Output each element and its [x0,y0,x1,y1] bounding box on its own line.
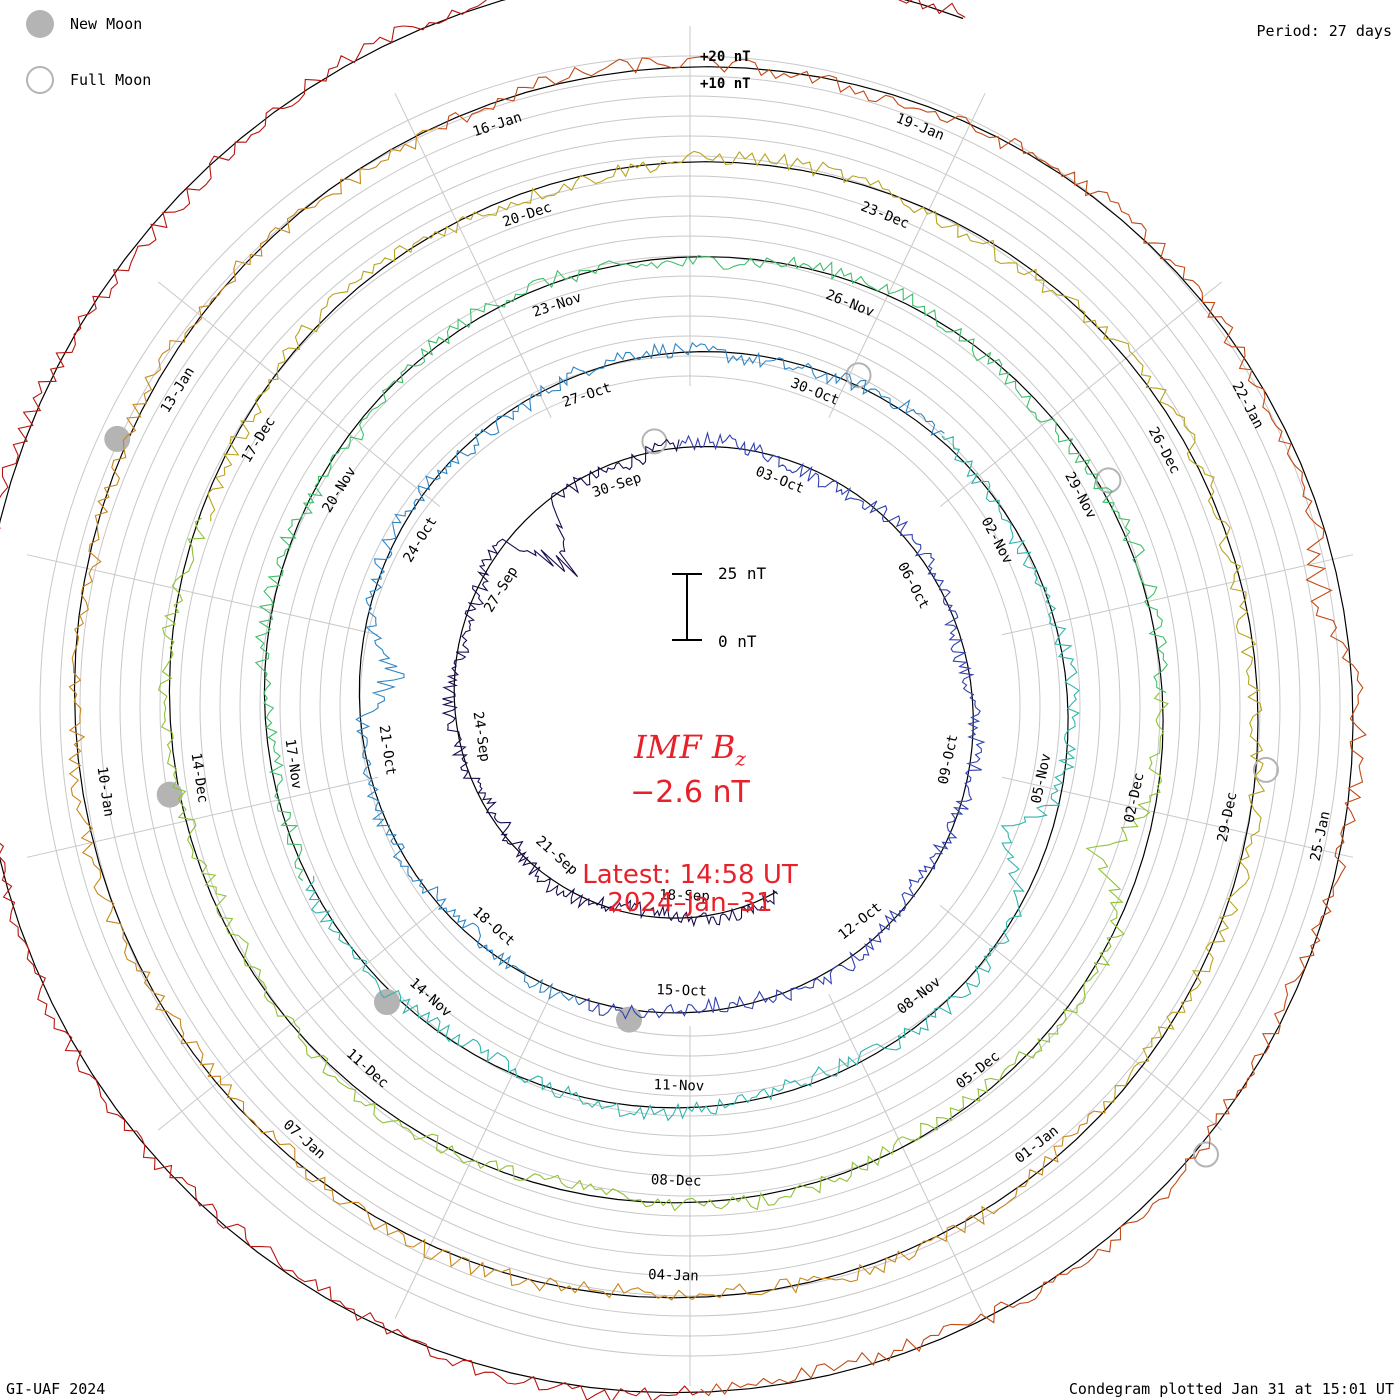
full-moon-marker [1192,1141,1219,1168]
full-moon-marker [641,428,668,455]
bz-trace-segment [355,341,945,1006]
grid-radial-line [939,281,1222,507]
new-moon-marker [156,781,183,808]
latest-date: 2024–Jan–31 [607,888,773,918]
date-label: 26-Nov [823,287,876,321]
date-label: 07-Jan [280,1117,328,1163]
grid-radial-line [828,994,986,1319]
footer-credit: GI-UAF 2024 [6,1380,106,1398]
date-label: 17-Nov [281,738,304,790]
date-label: 27-Oct [561,380,614,411]
grid-radial-line [939,905,1222,1131]
date-label: 21-Oct [376,724,399,776]
scale-top-label: 25 nT [718,564,767,583]
scale-bar [672,573,702,641]
grid-radial-line [26,554,379,636]
date-label: 05-Dec [953,1048,1003,1092]
bz-trace-segment [578,431,986,1020]
grid-radial-line [394,994,552,1319]
date-label: 24-Sep [470,710,493,762]
ring-ref-high: +20 nT [700,49,751,65]
grid-radial-line [26,776,379,858]
date-label: 14-Nov [406,975,454,1021]
grid-radial-line [828,93,986,418]
date-label: 16-Jan [471,109,524,140]
date-label: 14-Dec [188,752,211,804]
new-moon-marker [104,425,131,452]
moon-markers [104,362,1279,1168]
date-label: 02-Dec [1122,771,1148,824]
date-label: 29-Nov [1061,469,1099,521]
grid-radial-line [394,93,552,418]
grid-layer [0,0,1354,1394]
grid-radial-line [1001,776,1354,858]
date-label: 15-Oct [656,982,707,999]
grid-radial-line [158,281,441,507]
date-label: 05-Nov [1029,752,1055,805]
full-moon-marker [845,362,872,389]
bz-trace-segment [438,56,1367,1397]
bz-trace-segment [68,126,1106,1301]
grid-radial-line [158,905,441,1131]
date-label: 11-Nov [653,1077,704,1094]
full-moon-icon [26,66,54,94]
legend-full-moon: Full Moon [26,66,151,94]
footer-plot-time: Condegram plotted Jan 31 at 15:01 UT [1068,1380,1394,1398]
date-label: 18-Sep [659,887,710,904]
date-label: 10-Jan [94,766,117,818]
parameter-name: IMF B [634,728,736,766]
date-label: 09-Oct [936,733,962,786]
date-label: 08-Dec [651,1172,702,1189]
legend-new-moon: New Moon [26,10,142,38]
grid-radial-line [1001,554,1354,636]
data-traces [0,0,1367,1400]
period-label: Period: 27 days [1256,22,1392,40]
latest-time: Latest: 14:58 UT [582,860,798,890]
bz-trace-segment [207,150,1266,1103]
new-moon-icon [26,10,54,38]
ring-ref-low: +10 nT [700,76,751,92]
new-moon-marker [373,989,400,1016]
grid-circle [339,355,1041,1057]
full-moon-marker [1252,756,1279,783]
date-label: 06-Oct [894,560,932,612]
date-label: 11-Dec [343,1046,391,1092]
bz-trace-segment [441,438,779,928]
bz-trace-segment [305,435,1080,1122]
grid-circle [239,255,1141,1157]
date-label: 23-Nov [531,290,584,321]
date-label: 29-Dec [1215,791,1241,844]
date-label: 30-Oct [788,375,841,409]
date-label: 20-Dec [501,199,554,230]
legend-new-moon-label: New Moon [70,15,143,33]
bz-trace-segment [254,254,1168,882]
bz-trace-segment [0,0,966,1400]
bz-trace-segment [157,517,1169,1212]
date-label: 08-Nov [894,974,944,1018]
legend-full-moon-label: Full Moon [70,71,152,89]
date-label: 24-Oct [400,514,440,565]
date-label: 27-Sep [481,564,521,615]
date-label: 04-Jan [648,1267,699,1284]
date-label: 25-Jan [1308,810,1334,863]
current-value: −2.6 nT [630,775,750,810]
date-label: 22-Jan [1228,379,1266,431]
parameter-subscript: z [735,746,746,771]
grid-circle [359,375,1021,1037]
scale-bottom-label: 0 nT [718,632,757,651]
date-label: 19-Jan [893,110,946,144]
parameter-title: IMF Bz [490,728,890,770]
